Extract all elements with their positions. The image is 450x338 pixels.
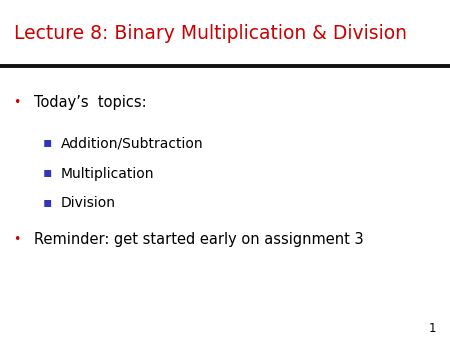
Text: Addition/Subtraction: Addition/Subtraction [61, 137, 203, 151]
Text: •: • [14, 233, 21, 246]
Text: Reminder: get started early on assignment 3: Reminder: get started early on assignmen… [34, 232, 364, 246]
Text: Multiplication: Multiplication [61, 167, 154, 180]
Text: Today’s  topics:: Today’s topics: [34, 95, 146, 110]
Text: Lecture 8: Binary Multiplication & Division: Lecture 8: Binary Multiplication & Divis… [14, 24, 406, 43]
Text: ▪: ▪ [43, 135, 52, 149]
Text: •: • [14, 96, 21, 109]
Text: ▪: ▪ [43, 195, 52, 209]
Text: ▪: ▪ [43, 165, 52, 179]
Text: 1: 1 [429, 322, 436, 335]
Text: Division: Division [61, 196, 116, 210]
